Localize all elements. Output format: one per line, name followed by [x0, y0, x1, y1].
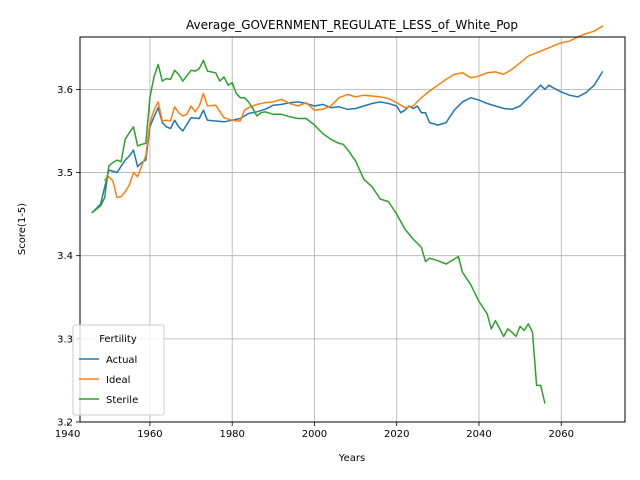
x-tick-label: 2060: [549, 429, 574, 440]
legend-label-ideal: Ideal: [106, 375, 130, 386]
x-tick-label: 2040: [466, 429, 491, 440]
chart-title: Average_GOVERNMENT_REGULATE_LESS_of_Whit…: [186, 18, 518, 32]
legend: Fertility Actual Ideal Sterile: [72, 324, 165, 416]
series-line-sterile: [91, 59, 546, 404]
y-tick-label: 3.6: [57, 85, 73, 96]
plot-area-frame: [79, 36, 626, 423]
legend-label-actual: Actual: [106, 355, 137, 366]
x-axis-ticks: 1940 1960 1980 2000 2020 2040 2060: [55, 422, 574, 440]
x-tick-label: 1960: [137, 429, 162, 440]
x-tick-label: 2020: [384, 429, 409, 440]
legend-entries: Actual Ideal Sterile: [79, 355, 138, 406]
y-tick-label: 3.4: [57, 251, 73, 262]
legend-title: Fertility: [99, 334, 137, 345]
legend-box: [72, 324, 165, 416]
series-lines: [91, 25, 604, 404]
gridlines: [80, 37, 625, 423]
x-axis-label: Years: [338, 453, 365, 464]
legend-label-sterile: Sterile: [106, 395, 138, 406]
y-axis-label: Score(1-5): [17, 203, 28, 255]
x-tick-label: 1940: [55, 429, 80, 440]
y-tick-label: 3.2: [57, 418, 73, 429]
y-tick-label: 3.5: [57, 168, 73, 179]
series-line-ideal: [103, 25, 604, 199]
y-tick-label: 3.3: [57, 334, 73, 345]
x-tick-label: 1980: [219, 429, 244, 440]
x-tick-label: 2000: [302, 429, 327, 440]
